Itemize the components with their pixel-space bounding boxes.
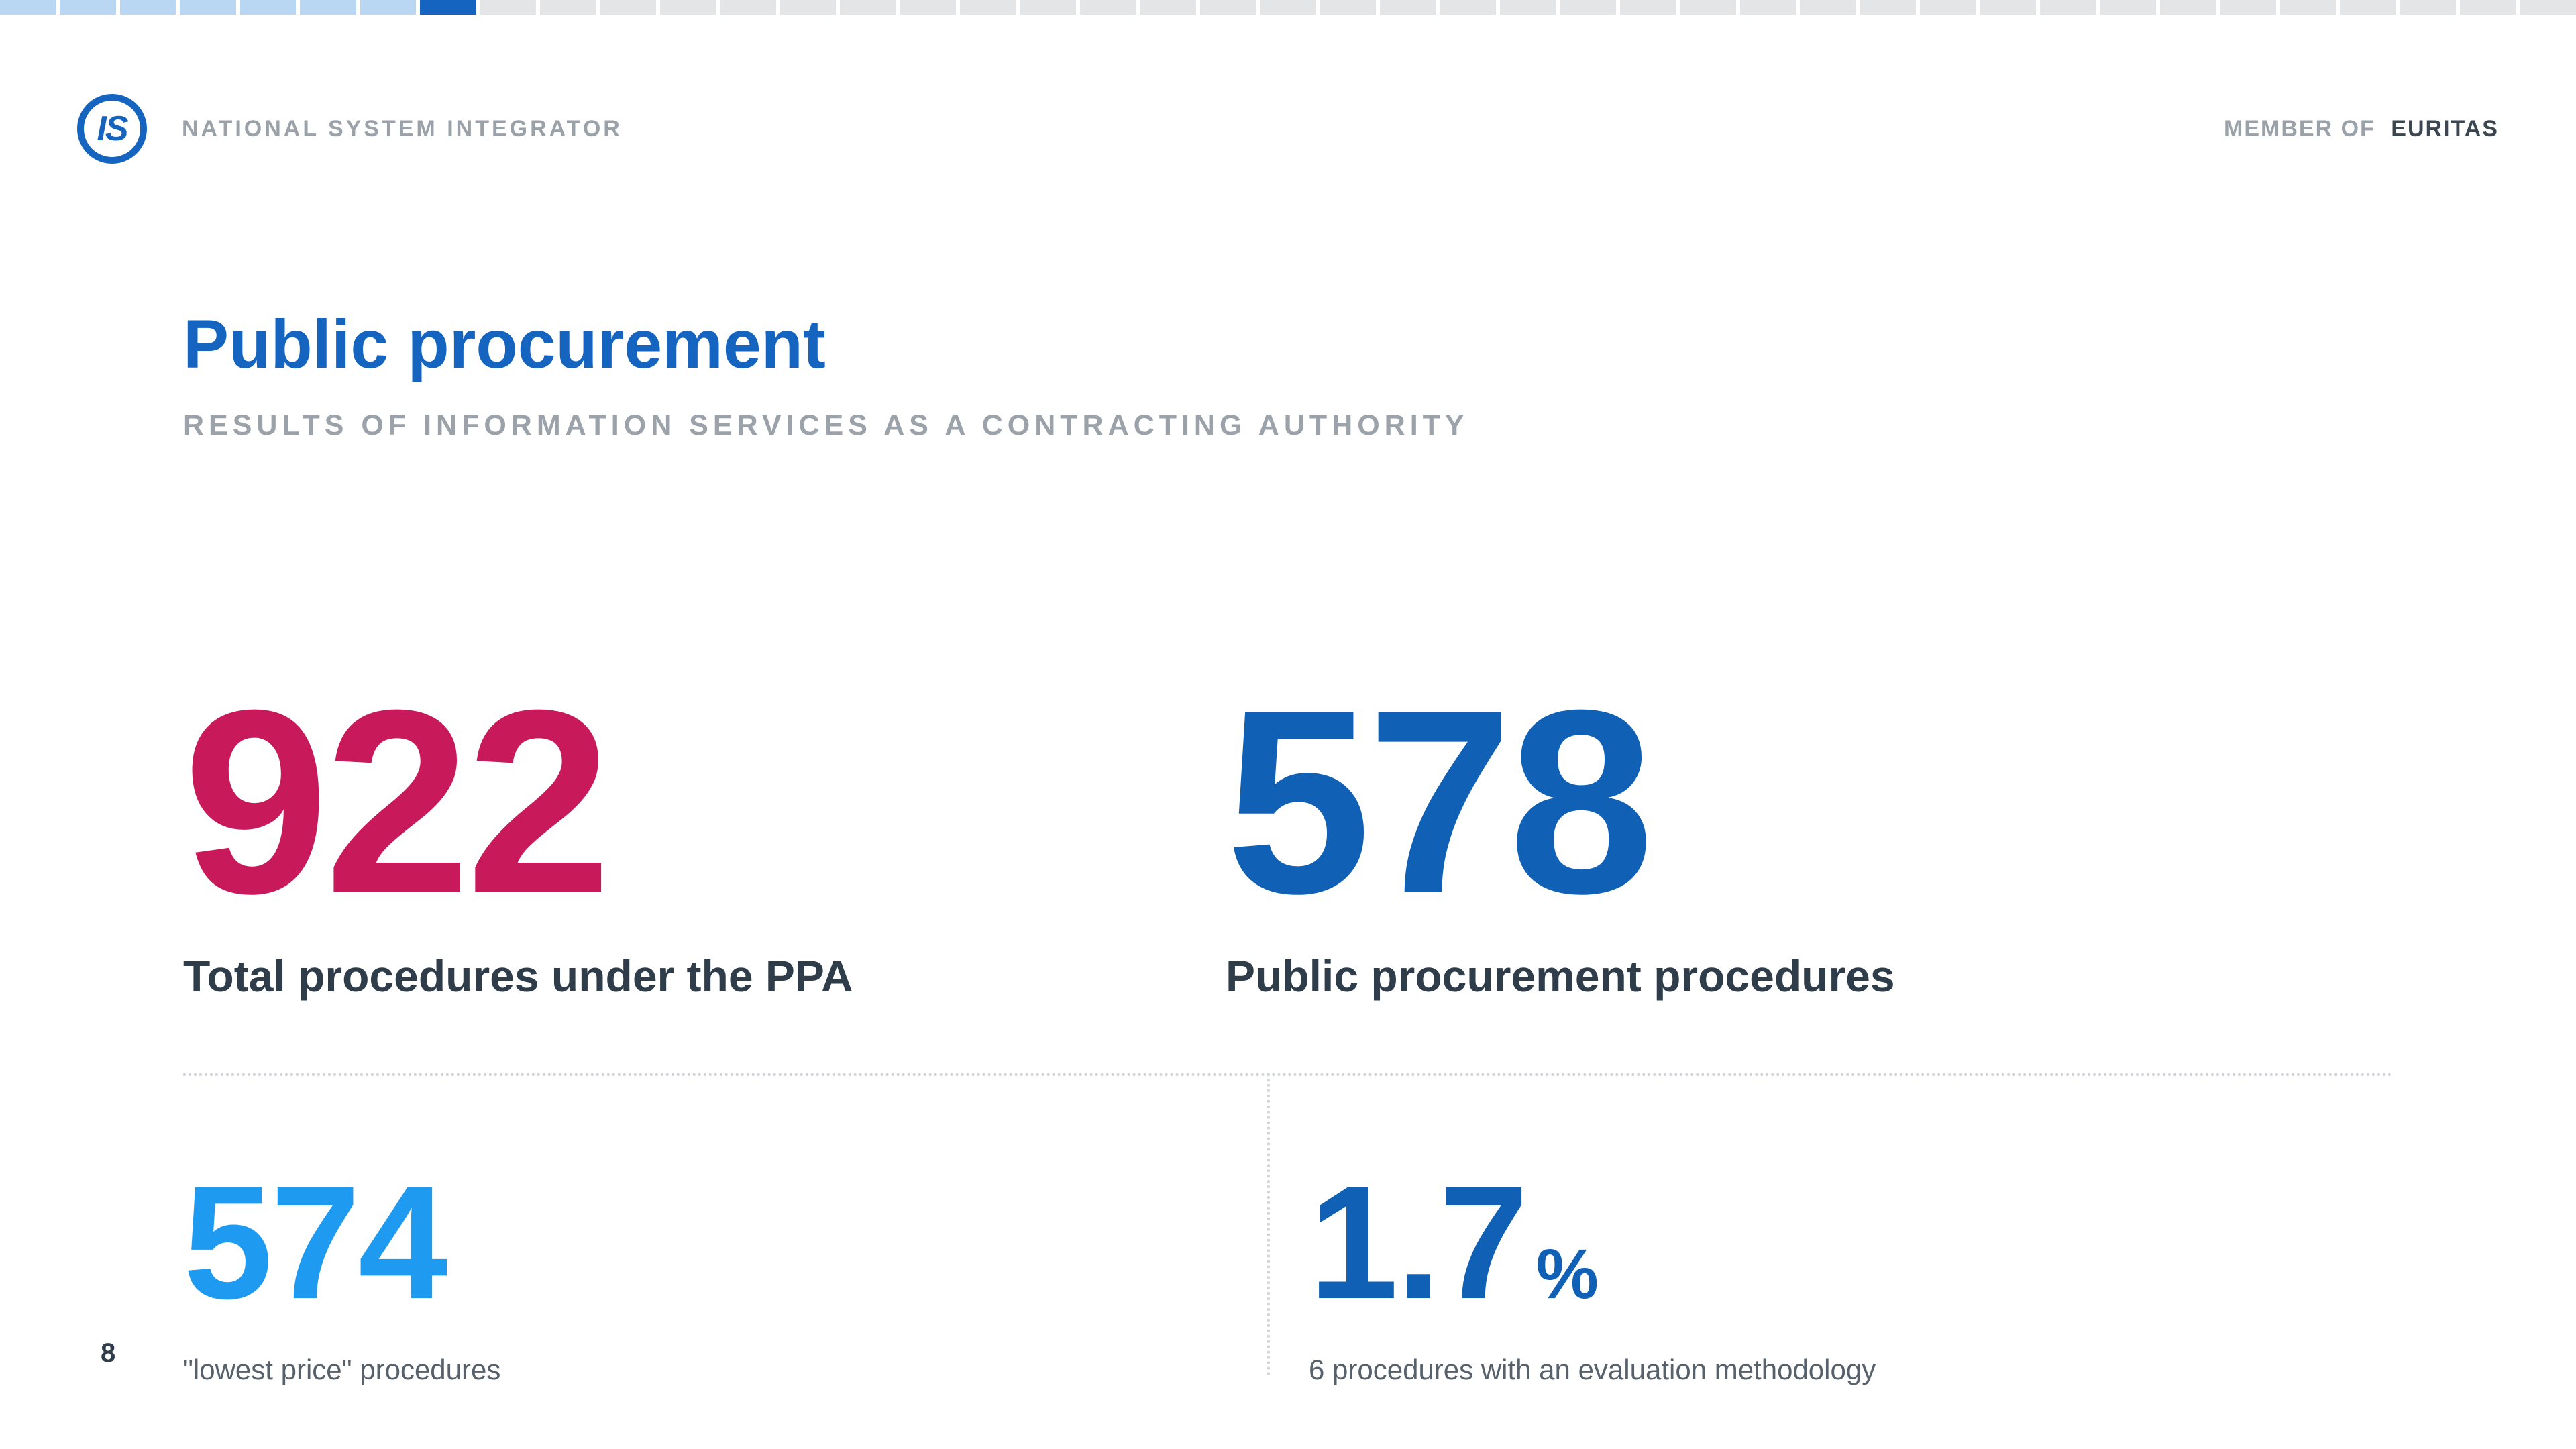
progress-segment — [1440, 0, 1496, 15]
stat-value: 574 — [183, 1152, 447, 1332]
stat-public-procurement-procedures: 578 Public procurement procedures — [1226, 655, 1895, 1002]
page-subtitle: RESULTS OF INFORMATION SERVICES AS A CON… — [183, 409, 1469, 441]
progress-segment — [2039, 0, 2096, 15]
progress-segment — [539, 0, 596, 15]
progress-segment — [1260, 0, 1316, 15]
progress-segment — [720, 0, 776, 15]
stat-label: Public procurement procedures — [1226, 951, 1895, 1001]
stat-lowest-price-procedures: 574 "lowest price" procedures — [183, 1152, 501, 1386]
progress-segment — [1920, 0, 1976, 15]
progress-segment — [1199, 0, 1256, 15]
stat-number: 1.7 — [1309, 1152, 1529, 1332]
progress-segment — [2520, 0, 2576, 15]
progress-segment — [1800, 0, 1856, 15]
progress-segment — [780, 0, 837, 15]
progress-segment — [659, 0, 716, 15]
vertical-divider — [1267, 1073, 1270, 1375]
title-block: Public procurement RESULTS OF INFORMATIO… — [183, 305, 1469, 442]
slide-header: IS NATIONAL SYSTEM INTEGRATOR MEMBER OF … — [77, 94, 2499, 164]
slide-progress-bar — [0, 0, 2576, 15]
progress-segment — [2220, 0, 2276, 15]
progress-segment — [239, 0, 297, 15]
stat-value: 922 — [183, 655, 612, 948]
company-name: NATIONAL SYSTEM INTEGRATOR — [182, 115, 623, 142]
progress-segment — [840, 0, 896, 15]
progress-segment — [60, 0, 116, 15]
stat-label: "lowest price" procedures — [183, 1354, 501, 1385]
progress-segment — [1320, 0, 1377, 15]
stat-label: 6 procedures with an evaluation methodol… — [1309, 1354, 1876, 1385]
membership-org: EURITAS — [2391, 115, 2499, 142]
stat-value: 578 — [1226, 655, 1654, 948]
progress-segment — [600, 0, 656, 15]
stat-evaluation-methodology: 1.7% 6 procedures with an evaluation met… — [1309, 1162, 1876, 1386]
progress-segment — [2400, 0, 2456, 15]
progress-segment — [1380, 0, 1436, 15]
progress-segment — [480, 0, 536, 15]
progress-segment — [960, 0, 1016, 15]
progress-segment — [180, 0, 236, 15]
stat-value: 1.7% — [1309, 1162, 1876, 1323]
page-title: Public procurement — [183, 306, 826, 382]
progress-segment — [2459, 0, 2516, 15]
progress-segment — [1739, 0, 1796, 15]
progress-segment — [420, 0, 476, 15]
stat-total-procedures: 922 Total procedures under the PPA — [183, 655, 853, 1002]
progress-segment — [2100, 0, 2156, 15]
progress-segment — [1499, 0, 1556, 15]
progress-segment — [0, 0, 56, 15]
horizontal-divider — [183, 1073, 2394, 1076]
progress-segment — [1860, 0, 1916, 15]
company-logo-icon: IS — [77, 94, 147, 164]
progress-segment — [1079, 0, 1136, 15]
progress-segment — [1560, 0, 1616, 15]
progress-segment — [119, 0, 176, 15]
progress-segment — [2340, 0, 2396, 15]
progress-segment — [360, 0, 417, 15]
progress-segment — [2159, 0, 2216, 15]
membership-note: MEMBER OF EURITAS — [2224, 116, 2499, 142]
stat-label: Total procedures under the PPA — [183, 951, 853, 1001]
stat-percent-sign: % — [1536, 1235, 1599, 1313]
progress-segment — [1140, 0, 1196, 15]
progress-segment — [1619, 0, 1676, 15]
page-number: 8 — [101, 1338, 116, 1368]
progress-segment — [1020, 0, 1076, 15]
brand: IS NATIONAL SYSTEM INTEGRATOR — [77, 94, 623, 164]
progress-segment — [1980, 0, 2036, 15]
membership-prefix: MEMBER OF — [2224, 115, 2375, 142]
progress-segment — [1680, 0, 1736, 15]
progress-segment — [300, 0, 356, 15]
progress-segment — [900, 0, 956, 15]
progress-segment — [2279, 0, 2337, 15]
